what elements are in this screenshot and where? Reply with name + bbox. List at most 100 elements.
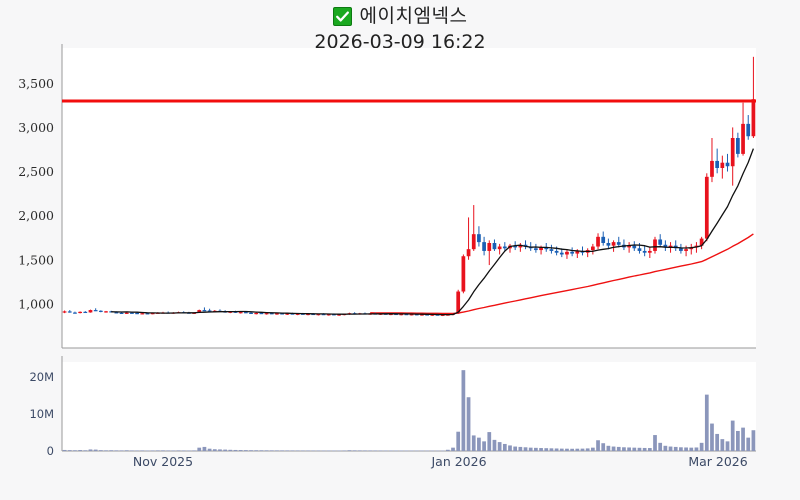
candle-body xyxy=(746,123,751,137)
volume-bar xyxy=(321,450,326,452)
volume-bar xyxy=(223,449,228,451)
volume-bar xyxy=(83,450,88,451)
volume-bar xyxy=(119,450,124,451)
volume-bar xyxy=(373,450,378,452)
candle-body xyxy=(119,312,124,314)
candle-body xyxy=(187,312,191,314)
candle-body xyxy=(440,314,445,316)
volume-bar xyxy=(466,397,471,451)
candle-body xyxy=(523,244,528,247)
volume-bar xyxy=(435,450,440,452)
candle-body xyxy=(554,250,559,253)
volume-bar xyxy=(347,450,352,451)
candle-body xyxy=(357,313,362,315)
candle-body xyxy=(218,310,222,312)
candle-body xyxy=(466,249,471,257)
volume-bar xyxy=(78,450,82,451)
candle-body xyxy=(332,314,336,316)
candle-body xyxy=(544,247,549,250)
volume-bar xyxy=(264,450,269,451)
volume-bar xyxy=(440,450,445,452)
candle-body xyxy=(399,314,404,316)
candle-body xyxy=(109,311,114,313)
candle-body xyxy=(559,252,564,255)
volume-bar xyxy=(254,450,259,451)
volume-bar xyxy=(544,448,549,451)
volume-bar xyxy=(295,450,300,452)
volume-bar xyxy=(135,450,139,452)
volume-bar xyxy=(176,450,181,451)
candle-body xyxy=(622,244,626,248)
volume-bar xyxy=(534,447,538,451)
candle-body xyxy=(704,176,709,239)
volume-bar xyxy=(197,447,202,451)
volume-bar xyxy=(409,450,414,452)
candle-body xyxy=(456,291,461,314)
candle-body xyxy=(502,246,507,249)
candle-body xyxy=(539,247,543,251)
candle-body xyxy=(389,313,393,316)
candle-body xyxy=(715,160,720,168)
volume-bar xyxy=(368,450,373,452)
volume-panel-background xyxy=(62,362,756,451)
candle-body xyxy=(352,313,357,315)
volume-bar xyxy=(425,450,429,452)
candle-body xyxy=(451,313,455,315)
volume-bar xyxy=(389,450,393,452)
volume-bar xyxy=(233,449,238,451)
candle-body xyxy=(497,246,502,250)
chart-header: 에이치엠넥스 2026-03-09 16:22 xyxy=(0,0,800,54)
volume-bar xyxy=(399,450,404,452)
volume-bar xyxy=(658,442,663,451)
candle-body xyxy=(477,234,481,243)
candle-body xyxy=(420,314,424,316)
volume-bar xyxy=(166,450,171,452)
volume-bar xyxy=(161,450,165,451)
candle-body xyxy=(130,312,134,314)
candle-body xyxy=(404,314,409,316)
candle-body xyxy=(202,310,207,312)
volume-bar xyxy=(430,450,435,452)
candle-body xyxy=(627,245,631,248)
volume-bar xyxy=(715,433,720,451)
price-tick-label: 2,000 xyxy=(18,208,54,223)
candle-body xyxy=(658,239,663,245)
candle-body xyxy=(730,138,735,167)
volume-bar xyxy=(67,450,72,451)
price-tick-label: 3,000 xyxy=(18,120,54,135)
candle-body xyxy=(98,310,103,312)
candle-body xyxy=(637,248,642,251)
volume-bar xyxy=(684,447,688,451)
candle-body xyxy=(269,313,274,315)
candle-body xyxy=(689,247,694,250)
candle-body xyxy=(243,312,248,314)
candle-body xyxy=(285,313,290,315)
candle-body xyxy=(295,313,300,315)
candle-body xyxy=(435,314,440,316)
volume-bar xyxy=(689,447,694,451)
candle-body xyxy=(207,310,212,312)
candle-body xyxy=(145,313,150,315)
volume-bar xyxy=(497,442,502,451)
candle-body xyxy=(280,313,284,315)
volume-bar xyxy=(181,450,186,452)
volume-bar xyxy=(549,448,554,451)
volume-bar xyxy=(114,450,119,451)
volume-bar xyxy=(668,446,673,451)
candle-body xyxy=(233,311,238,313)
candle-body xyxy=(445,314,450,316)
volume-bar xyxy=(394,450,398,452)
volume-bar xyxy=(280,450,284,451)
candle-body xyxy=(383,313,388,315)
volume-bar xyxy=(487,432,492,451)
volume-bar xyxy=(596,440,600,451)
candle-body xyxy=(192,312,196,314)
candle-body xyxy=(492,243,497,250)
volume-bar xyxy=(337,450,341,452)
volume-bar xyxy=(228,449,233,451)
candle-body xyxy=(166,312,171,314)
volume-bar xyxy=(461,370,466,451)
candle-body xyxy=(114,312,119,314)
volume-bar xyxy=(62,449,67,451)
